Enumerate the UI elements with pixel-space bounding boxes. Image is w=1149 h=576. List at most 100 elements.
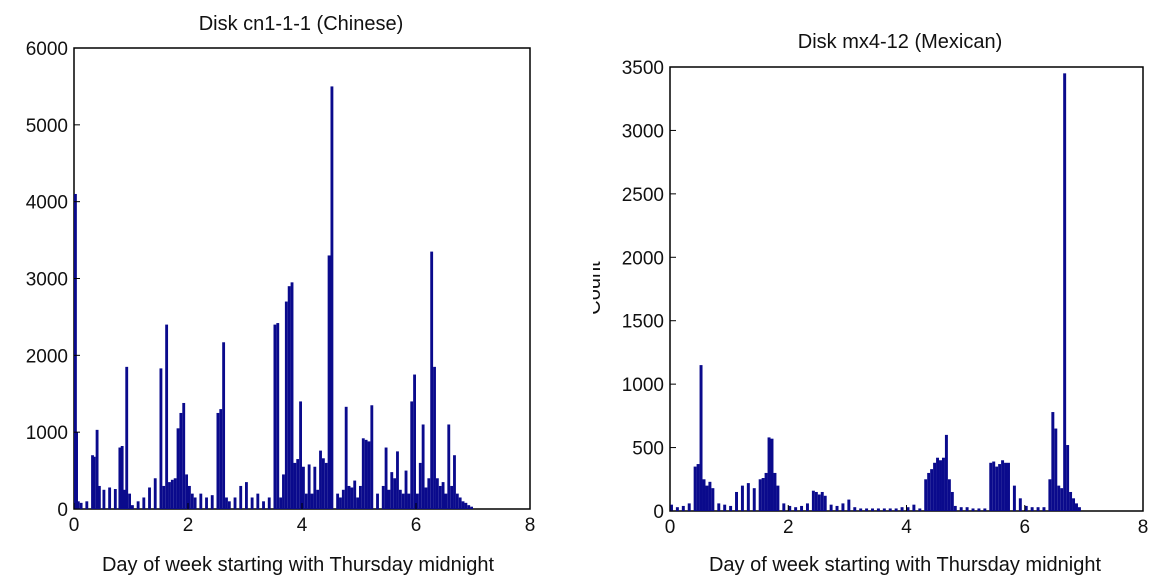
bar — [835, 505, 839, 511]
bar — [829, 504, 833, 511]
bar — [293, 462, 297, 509]
bar — [370, 405, 374, 509]
bar — [811, 490, 815, 511]
x-ticks: 0 2 4 6 8 — [69, 503, 535, 536]
bar — [170, 479, 174, 509]
bar — [847, 499, 851, 511]
bar — [384, 447, 388, 509]
bar — [148, 487, 151, 509]
bar — [681, 505, 685, 511]
bar — [131, 505, 134, 509]
bar — [876, 508, 880, 511]
bar — [767, 437, 771, 511]
bar — [865, 508, 869, 511]
bar — [162, 485, 166, 509]
bar — [782, 503, 786, 511]
bar — [190, 493, 194, 509]
bar — [740, 485, 744, 511]
bar — [764, 472, 768, 511]
bar — [939, 460, 942, 511]
bar — [1075, 503, 1078, 511]
bar — [324, 462, 328, 509]
bar — [998, 464, 1002, 511]
bar — [279, 497, 283, 509]
x-axis-label: Day of week starting with Thursday midni… — [102, 554, 494, 576]
y-tick-label: 500 — [632, 439, 664, 460]
x-tick-label: 0 — [69, 515, 80, 536]
bar — [404, 470, 408, 509]
bar — [702, 479, 706, 511]
bar — [381, 485, 385, 509]
bar — [284, 301, 288, 509]
bar — [805, 503, 809, 511]
bar — [470, 506, 473, 509]
bar — [1036, 507, 1040, 511]
bar — [693, 466, 697, 511]
bar — [708, 481, 712, 511]
bar — [983, 508, 987, 511]
bar — [193, 497, 197, 509]
bar — [711, 488, 715, 511]
bar — [941, 457, 945, 511]
y-tick-label: 1000 — [26, 423, 68, 444]
bar — [390, 472, 394, 509]
bar — [273, 324, 277, 509]
bar — [227, 501, 231, 509]
bar — [794, 507, 798, 511]
bar — [307, 464, 311, 509]
bar — [717, 503, 721, 511]
bar — [159, 368, 163, 509]
y-tick-label: 2500 — [622, 185, 664, 206]
bar — [321, 458, 325, 509]
bar — [421, 424, 425, 509]
bar — [882, 508, 886, 511]
bar — [296, 459, 300, 509]
bar — [304, 493, 308, 509]
bar — [441, 482, 445, 509]
bar — [670, 504, 673, 511]
bar — [185, 474, 188, 509]
bar — [356, 497, 359, 509]
bar — [219, 409, 223, 509]
bar — [153, 478, 157, 509]
bar — [225, 497, 228, 509]
bar — [245, 482, 248, 509]
chart-right: Disk mx4-12 (Mexican) 0 2 4 6 8 0 500 1000 1500… — [583, 31, 1148, 576]
y-tick-label: 1000 — [622, 375, 664, 396]
x-tick-label: 6 — [411, 515, 422, 536]
bar — [1004, 462, 1008, 511]
bar — [120, 446, 124, 509]
bar — [276, 323, 280, 509]
y-tick-label: 3500 — [622, 58, 664, 79]
bar — [387, 489, 391, 509]
bar — [1042, 507, 1046, 511]
bar — [435, 478, 439, 509]
bar — [1060, 488, 1064, 511]
bar — [165, 324, 169, 509]
bar — [1069, 491, 1073, 511]
bar — [788, 505, 792, 511]
y-ticks: 0 500 1000 1500 2000 2500 3000 3500 — [622, 58, 676, 523]
bar — [758, 479, 762, 511]
bar — [376, 493, 379, 509]
y-tick-label: 4000 — [26, 193, 68, 214]
bar — [262, 501, 265, 509]
bar — [746, 483, 750, 511]
bar — [817, 494, 821, 511]
bar — [302, 466, 305, 509]
bar — [924, 479, 928, 511]
bar — [1077, 507, 1081, 511]
bar — [1018, 498, 1022, 511]
bar — [1012, 485, 1016, 511]
x-tick-label: 2 — [783, 517, 794, 538]
bar — [1072, 498, 1076, 511]
y-tick-label: 3000 — [622, 121, 664, 142]
bar — [1048, 479, 1052, 511]
bar — [205, 497, 208, 509]
bar — [367, 441, 371, 509]
bar — [467, 505, 471, 509]
bar — [173, 478, 177, 509]
y-tick-label: 3000 — [26, 270, 68, 291]
bar — [699, 365, 703, 511]
y-tick-label: 2000 — [622, 248, 664, 269]
